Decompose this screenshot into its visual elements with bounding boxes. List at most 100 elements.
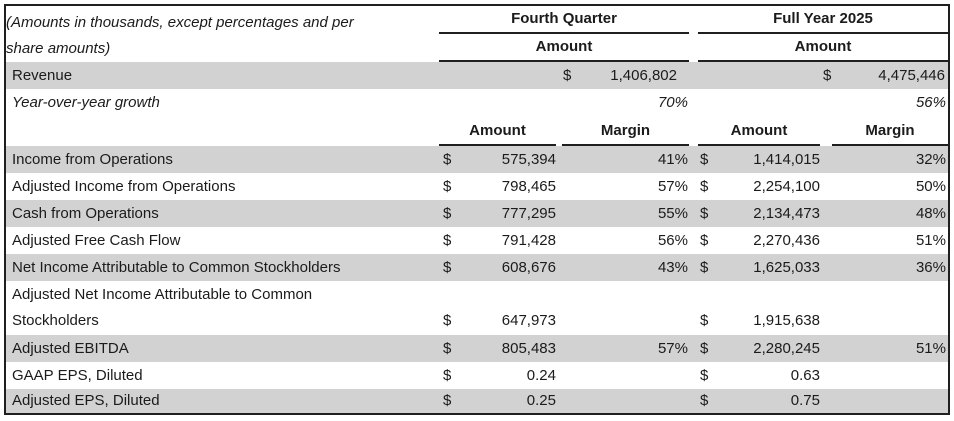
row-label-text: Cash from Operations bbox=[12, 204, 159, 222]
q4-dollar-sign: $ bbox=[443, 231, 452, 249]
header-row-groups: (Amounts in thousands, except percentage… bbox=[6, 6, 948, 57]
q4-amount-value: 805,483 bbox=[501, 339, 556, 357]
row-label: Adjusted EBITDA bbox=[6, 335, 439, 362]
growth-label: Year-over-year growth bbox=[12, 94, 160, 111]
q4-margin-value bbox=[556, 362, 689, 389]
table-row: Adjusted Net Income Attributable to Comm… bbox=[6, 281, 948, 335]
row-label-text: Adjusted EBITDA bbox=[12, 339, 129, 357]
fy-amount-value: 2,254,100 bbox=[753, 177, 820, 195]
results-table: (Amounts in thousands, except percentage… bbox=[6, 6, 948, 413]
revenue-row: Revenue $ 1,406,802 $ 4,475,446 bbox=[6, 62, 948, 89]
q4-margin-value: 56% bbox=[657, 231, 688, 249]
q4-amount-value: 0.25 bbox=[526, 392, 556, 409]
growth-row: Year-over-year growth 70% 56% bbox=[6, 89, 948, 117]
row-label-text: GAAP EPS, Diluted bbox=[12, 366, 143, 384]
row-label-text: Adjusted Income from Operations bbox=[12, 177, 236, 195]
q4-amount-value: 575,394 bbox=[501, 150, 556, 168]
fy-amount-value: 2,280,245 bbox=[753, 339, 820, 357]
fy-dollar-sign: $ bbox=[700, 177, 709, 195]
table-row: Adjusted Free Cash Flow $ 791,428 56% $ … bbox=[6, 227, 948, 254]
q4-dollar-sign: $ bbox=[443, 392, 452, 409]
fy-dollar-sign: $ bbox=[700, 150, 709, 168]
q4-amount-group-header: Amount bbox=[439, 38, 689, 62]
revenue-label: Revenue bbox=[12, 66, 73, 84]
q4-dollar-sign: $ bbox=[443, 204, 452, 222]
row-label: Adjusted Net Income Attributable to Comm… bbox=[6, 281, 439, 335]
q4-dollar-sign: $ bbox=[443, 150, 452, 168]
fy-margin-value bbox=[820, 281, 948, 335]
q4-margin-header-cell: Margin bbox=[556, 117, 689, 146]
fy-amount-group-header-cell: Amount bbox=[689, 34, 948, 62]
table-row: Income from Operations $ 575,394 41% $ 1… bbox=[6, 146, 948, 173]
q4-margin-value: 55% bbox=[657, 204, 688, 222]
q4-amount-value: 608,676 bbox=[501, 258, 556, 276]
q4-margin-value bbox=[556, 281, 689, 335]
row-label: Adjusted EPS, Diluted bbox=[6, 389, 439, 413]
q4-dollar-sign: $ bbox=[443, 339, 452, 357]
fy-dollar-sign: $ bbox=[700, 258, 709, 276]
q4-dollar-sign: $ bbox=[443, 177, 452, 195]
fy-margin-header-cell: Margin bbox=[820, 117, 948, 146]
fy-amount-header-cell: Amount bbox=[689, 117, 820, 146]
fy-dollar-sign: $ bbox=[700, 392, 709, 409]
revenue-q4-dollar-sign: $ bbox=[563, 66, 572, 84]
revenue-q4-cell: $ 1,406,802 bbox=[439, 62, 689, 89]
header-row-group-amount: Amount Amount bbox=[6, 34, 948, 62]
table-row: Net Income Attributable to Common Stockh… bbox=[6, 254, 948, 281]
fy-margin-value: 51% bbox=[915, 339, 946, 357]
fy-dollar-sign: $ bbox=[700, 204, 709, 222]
fy-amount-group-header: Amount bbox=[698, 38, 948, 62]
fy-amount-value: 1,625,033 bbox=[753, 258, 820, 276]
q4-margin-value: 57% bbox=[657, 339, 688, 357]
fy-group-header-cell: Full Year 2025 bbox=[689, 6, 948, 34]
q4-group-header-cell: Fourth Quarter bbox=[439, 6, 689, 34]
growth-q4-value: 70% bbox=[657, 94, 688, 111]
q4-amount-value: 798,465 bbox=[501, 177, 556, 195]
q4-amount-value: 777,295 bbox=[501, 204, 556, 222]
q4-margin-header: Margin bbox=[562, 122, 689, 146]
fy-margin-value: 48% bbox=[915, 204, 946, 222]
table-row: Adjusted EBITDA $ 805,483 57% $ 2,280,24… bbox=[6, 335, 948, 362]
table-row: Cash from Operations $ 777,295 55% $ 2,1… bbox=[6, 200, 948, 227]
row-label: Cash from Operations bbox=[6, 200, 439, 227]
row-label-text: Net Income Attributable to Common Stockh… bbox=[12, 258, 341, 276]
q4-margin-value bbox=[556, 389, 689, 413]
row-label: Adjusted Income from Operations bbox=[6, 173, 439, 200]
fy-dollar-sign: $ bbox=[700, 339, 709, 357]
q4-dollar-sign: $ bbox=[443, 366, 452, 384]
fy-margin-value: 51% bbox=[915, 231, 946, 249]
empty-header-cell bbox=[6, 117, 439, 146]
q4-margin-value: 57% bbox=[657, 177, 688, 195]
fy-group-header: Full Year 2025 bbox=[698, 10, 948, 34]
fy-dollar-sign: $ bbox=[700, 366, 709, 384]
fy-margin-value: 32% bbox=[915, 150, 946, 168]
q4-margin-value: 43% bbox=[657, 258, 688, 276]
revenue-fy-dollar-sign: $ bbox=[823, 66, 832, 84]
q4-amount-value: 791,428 bbox=[501, 231, 556, 249]
table-row: Adjusted Income from Operations $ 798,46… bbox=[6, 173, 948, 200]
q4-amount-header-cell: Amount bbox=[439, 117, 556, 146]
q4-group-header: Fourth Quarter bbox=[439, 10, 689, 34]
row-label: Net Income Attributable to Common Stockh… bbox=[6, 254, 439, 281]
fy-margin-value bbox=[820, 389, 948, 413]
q4-amount-value: 0.24 bbox=[526, 366, 556, 384]
fy-margin-value: 50% bbox=[915, 177, 946, 195]
row-label: Adjusted Free Cash Flow bbox=[6, 227, 439, 254]
header-row-amount-margin: Amount Margin Amount Margin bbox=[6, 117, 948, 146]
fy-dollar-sign: $ bbox=[700, 312, 709, 329]
row-label-text: Adjusted Net Income Attributable to Comm… bbox=[12, 286, 313, 329]
q4-dollar-sign: $ bbox=[443, 258, 452, 276]
fy-amount-value: 1,915,638 bbox=[753, 312, 820, 329]
row-label-text: Income from Operations bbox=[12, 150, 173, 168]
financial-results-table: (Amounts in thousands, except percentage… bbox=[4, 4, 950, 415]
fy-amount-value: 2,270,436 bbox=[753, 231, 820, 249]
table-note: (Amounts in thousands, except percentage… bbox=[6, 6, 439, 62]
fy-amount-value: 1,414,015 bbox=[753, 150, 820, 168]
fy-margin-value bbox=[820, 362, 948, 389]
q4-amount-header: Amount bbox=[439, 122, 556, 146]
fy-amount-value: 0.75 bbox=[790, 392, 820, 409]
q4-dollar-sign: $ bbox=[443, 312, 452, 329]
revenue-fy-cell: $ 4,475,446 bbox=[689, 62, 948, 89]
row-label: Income from Operations bbox=[6, 146, 439, 173]
q4-amount-group-header-cell: Amount bbox=[439, 34, 689, 62]
